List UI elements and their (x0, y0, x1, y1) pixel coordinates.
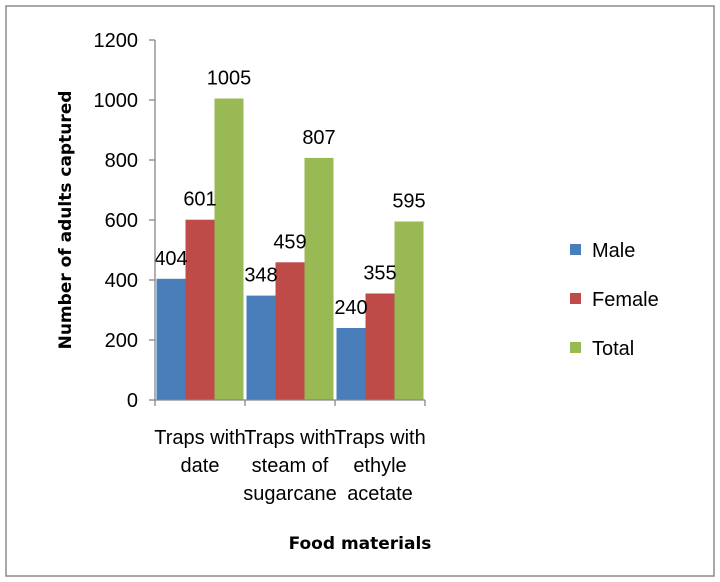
bar-total-0 (214, 98, 244, 400)
data-label-total-1: 807 (302, 127, 335, 149)
data-label-male-2: 240 (334, 297, 367, 319)
y-tick-label-600: 600 (105, 210, 138, 232)
x-tick-label-0: Traps with date (154, 427, 246, 477)
bar-female-0 (185, 219, 215, 400)
bar-total-2 (394, 221, 424, 400)
bar-male-0 (156, 278, 186, 400)
data-label-female-2: 355 (363, 263, 396, 285)
legend-swatch-female (570, 293, 581, 304)
bar-total-1 (304, 157, 334, 400)
bars-group (156, 98, 424, 400)
legend-swatch-total (570, 342, 581, 353)
x-axis-title: Food materials (289, 534, 432, 554)
legend-label-female: Female (592, 289, 659, 311)
legend: Male Female Total (570, 240, 659, 360)
legend-swatch-male (570, 244, 581, 255)
x-tick-label-2: Traps with ethyle acetate (334, 427, 426, 505)
data-label-female-1: 459 (273, 231, 306, 253)
data-label-total-0: 1005 (207, 68, 252, 90)
bar-female-1 (275, 262, 305, 400)
legend-label-male: Male (592, 240, 635, 262)
y-tick-label-800: 800 (105, 150, 138, 172)
y-tick-label-400: 400 (105, 270, 138, 292)
y-tick-label-1000: 1000 (94, 90, 139, 112)
y-axis-title: Number of adults captured (56, 91, 76, 350)
data-label-female-0: 601 (183, 189, 216, 211)
chart-frame (5, 5, 715, 577)
data-labels-group: 404 348 240 601 459 355 1005 807 595 (154, 68, 425, 320)
x-tick-label-1: Traps with steam of sugarcane (243, 427, 336, 505)
y-tick-label-0: 0 (127, 390, 138, 412)
data-label-total-2: 595 (392, 191, 425, 213)
bar-female-2 (365, 293, 395, 400)
y-tick-label-200: 200 (105, 330, 138, 352)
bar-male-2 (336, 328, 366, 400)
bar-male-1 (246, 295, 276, 400)
legend-label-total: Total (592, 338, 634, 360)
y-tick-label-1200: 1200 (94, 30, 139, 52)
data-label-male-1: 348 (244, 265, 277, 287)
data-label-male-0: 404 (154, 248, 187, 270)
